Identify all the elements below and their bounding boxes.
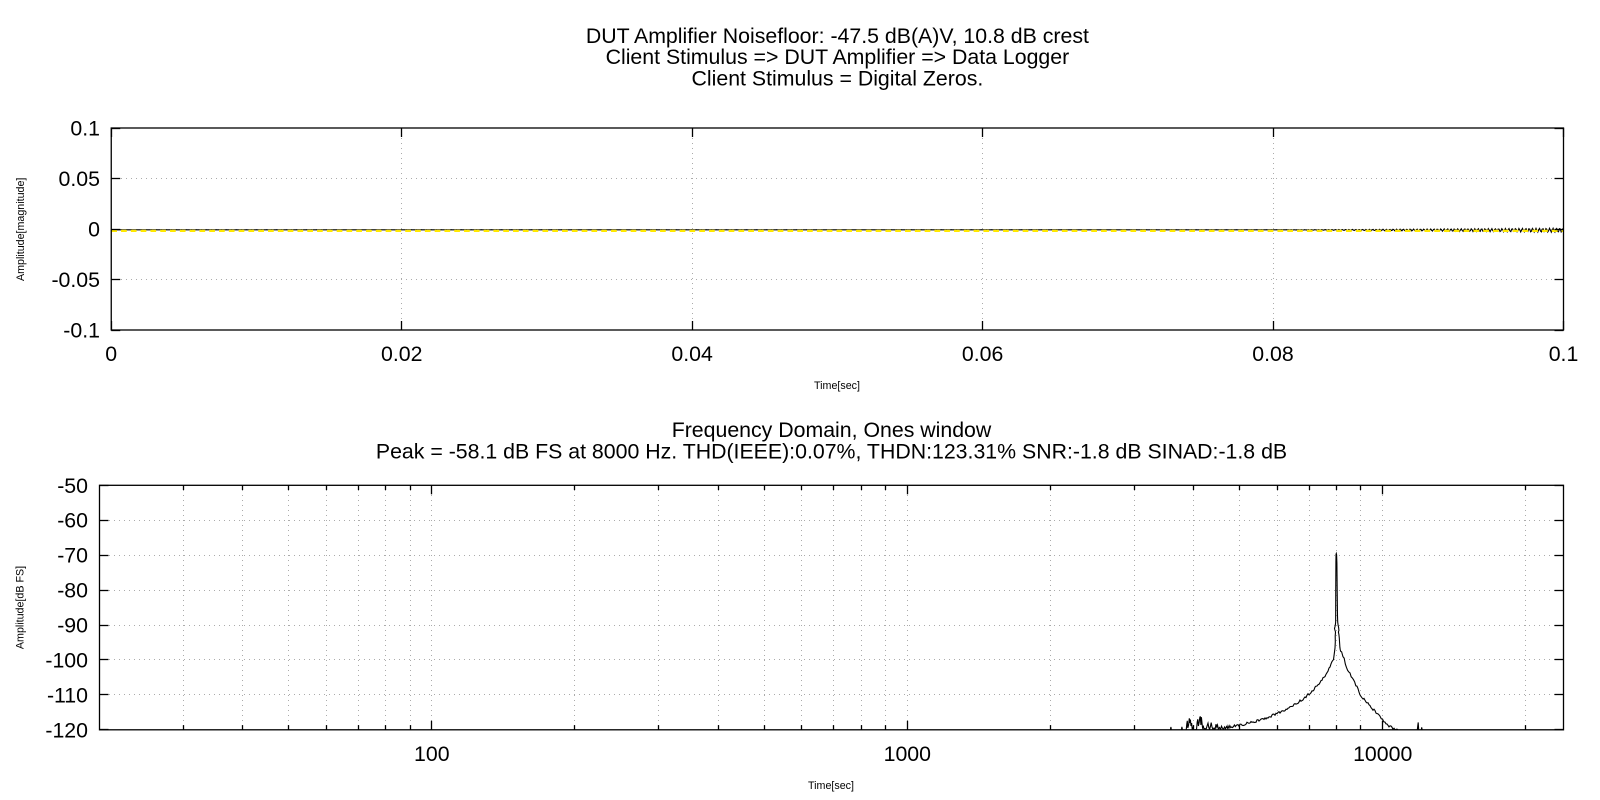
svg-text:0.02: 0.02 — [381, 342, 422, 366]
svg-text:Amplitude[magnitude]: Amplitude[magnitude] — [15, 178, 27, 281]
svg-text:-60: -60 — [57, 509, 88, 533]
svg-text:-90: -90 — [57, 614, 88, 638]
svg-text:Peak = -58.1 dB FS at 8000 Hz.: Peak = -58.1 dB FS at 8000 Hz. THD(IEEE)… — [376, 440, 1287, 464]
svg-text:Client Stimulus = Digital Zero: Client Stimulus = Digital Zeros. — [692, 66, 984, 90]
svg-text:0.08: 0.08 — [1252, 342, 1293, 366]
svg-text:Frequency Domain, Ones window: Frequency Domain, Ones window — [672, 418, 992, 442]
svg-text:0.06: 0.06 — [962, 342, 1003, 366]
svg-text:Amplitude[dB FS]: Amplitude[dB FS] — [15, 566, 27, 649]
svg-text:-0.1: -0.1 — [63, 319, 100, 343]
svg-text:0: 0 — [105, 342, 117, 366]
svg-text:-100: -100 — [45, 648, 88, 672]
svg-text:-110: -110 — [47, 683, 88, 707]
svg-text:-70: -70 — [57, 544, 88, 568]
svg-text:0.1: 0.1 — [1549, 342, 1579, 366]
svg-text:0.04: 0.04 — [671, 342, 713, 366]
svg-text:1000: 1000 — [884, 742, 932, 766]
svg-text:Client Stimulus => DUT Amplifi: Client Stimulus => DUT Amplifier => Data… — [606, 45, 1070, 69]
svg-text:Time[sec]: Time[sec] — [808, 780, 854, 792]
svg-text:-50: -50 — [57, 474, 88, 498]
svg-text:100: 100 — [414, 742, 450, 766]
svg-text:Time[sec]: Time[sec] — [814, 380, 860, 392]
svg-text:0.1: 0.1 — [70, 117, 100, 141]
svg-text:-120: -120 — [45, 718, 88, 742]
svg-text:-0.05: -0.05 — [51, 268, 100, 292]
svg-text:10000: 10000 — [1353, 742, 1412, 766]
svg-text:DUT Amplifier Noisefloor: -47.: DUT Amplifier Noisefloor: -47.5 dB(A)V, … — [586, 24, 1089, 48]
svg-text:0.05: 0.05 — [59, 167, 100, 191]
svg-text:0: 0 — [88, 218, 100, 242]
svg-text:-80: -80 — [57, 579, 88, 603]
